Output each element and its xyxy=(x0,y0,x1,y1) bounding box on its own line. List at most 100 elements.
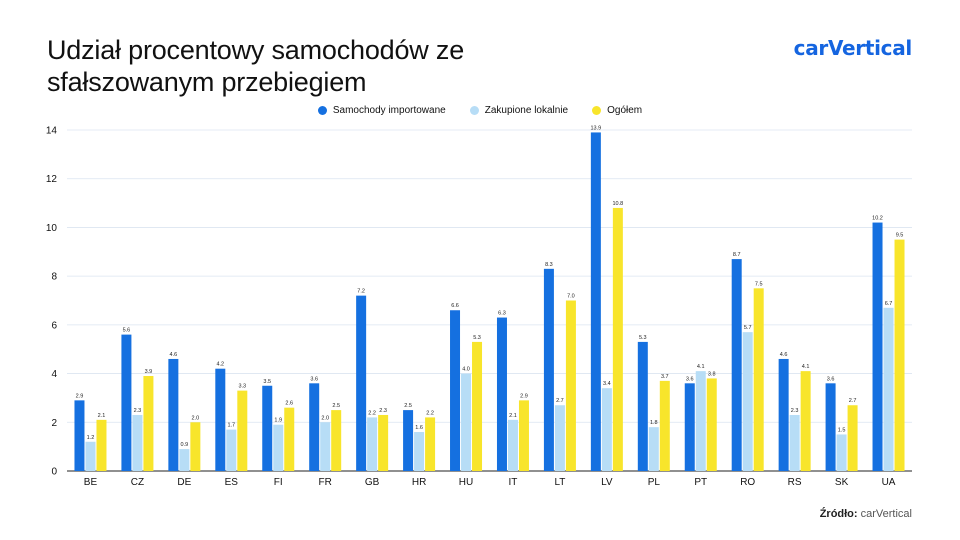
bar-lv-s2 xyxy=(612,207,623,471)
legend-dot-local xyxy=(469,106,479,115)
bar-sk-s2 xyxy=(847,405,858,471)
data-label-pt-s1: 4.1 xyxy=(697,364,705,370)
data-label-lt-s0: 8.3 xyxy=(545,262,553,268)
source-text: carVertical xyxy=(860,508,912,520)
x-tick-label-pt: PT xyxy=(694,477,707,488)
bar-hr-s1 xyxy=(414,432,425,471)
data-label-be-s0: 2.9 xyxy=(76,393,84,399)
legend-label-local: Zakupione lokalnie xyxy=(484,105,569,116)
chart-legend: Samochody importowane Zakupione lokalnie… xyxy=(0,105,960,116)
data-label-lt-s1: 2.7 xyxy=(556,398,564,404)
bar-fr-s1 xyxy=(320,422,331,471)
x-tick-label-be: BE xyxy=(84,477,98,488)
data-label-it-s2: 2.9 xyxy=(520,393,528,399)
data-label-ro-s2: 7.5 xyxy=(755,281,763,287)
data-label-it-s0: 6.3 xyxy=(498,311,506,317)
data-label-es-s2: 3.3 xyxy=(238,384,246,390)
data-label-fr-s0: 3.6 xyxy=(310,376,318,382)
data-label-pl-s2: 3.7 xyxy=(661,374,669,380)
data-label-ua-s2: 9.5 xyxy=(896,233,904,239)
bar-hr-s0 xyxy=(403,410,414,471)
data-label-it-s1: 2.1 xyxy=(509,413,517,419)
data-label-hr-s2: 2.2 xyxy=(426,410,434,416)
bar-lt-s1 xyxy=(554,405,565,471)
legend-dot-overall xyxy=(592,106,602,115)
bar-gb-s1 xyxy=(367,417,378,471)
data-label-ro-s0: 8.7 xyxy=(733,252,741,258)
bar-es-s1 xyxy=(226,429,237,471)
x-tick-label-pl: PL xyxy=(648,477,661,488)
data-label-gb-s1: 2.2 xyxy=(368,410,376,416)
page-title: Udział procentowy samochodów ze sfałszow… xyxy=(47,35,465,97)
bar-ua-s1 xyxy=(883,307,894,471)
data-label-rs-s2: 4.1 xyxy=(802,364,810,370)
data-label-gb-s0: 7.2 xyxy=(357,289,365,295)
data-label-pt-s2: 3.8 xyxy=(708,371,716,377)
x-tick-label-rs: RS xyxy=(788,477,802,488)
x-tick-label-sk: SK xyxy=(835,477,849,488)
data-label-de-s2: 2.0 xyxy=(192,415,200,421)
bar-cz-s0 xyxy=(121,334,132,471)
bar-lv-s1 xyxy=(601,388,612,471)
bar-pl-s0 xyxy=(637,341,648,471)
data-label-de-s1: 0.9 xyxy=(181,442,189,448)
bar-fr-s2 xyxy=(331,410,342,471)
bar-es-s2 xyxy=(237,390,248,471)
bar-gb-s0 xyxy=(356,295,367,471)
data-label-be-s1: 1.2 xyxy=(87,435,95,441)
data-label-lv-s0: 13.9 xyxy=(591,125,602,131)
data-label-ua-s0: 10.2 xyxy=(872,216,883,222)
data-label-gb-s2: 2.3 xyxy=(379,408,387,414)
bar-cz-s1 xyxy=(132,414,143,471)
bar-it-s2 xyxy=(518,400,529,471)
x-tick-label-lt: LT xyxy=(554,477,565,488)
data-label-es-s0: 4.2 xyxy=(216,362,224,368)
bar-gb-s2 xyxy=(378,414,389,471)
bar-ro-s2 xyxy=(753,288,764,471)
data-label-fr-s1: 2.0 xyxy=(321,415,329,421)
bar-hu-s2 xyxy=(472,341,483,471)
bar-lt-s0 xyxy=(543,268,554,471)
legend-dot-imported xyxy=(317,106,327,115)
x-tick-label-hr: HR xyxy=(412,477,426,488)
x-tick-label-de: DE xyxy=(177,477,191,488)
bar-pt-s2 xyxy=(706,378,717,471)
x-tick-label-gb: GB xyxy=(365,477,380,488)
bar-ro-s0 xyxy=(731,259,742,471)
bar-sk-s0 xyxy=(825,383,836,471)
y-tick-label-14: 14 xyxy=(46,126,58,137)
bar-fr-s0 xyxy=(309,383,320,471)
bar-it-s0 xyxy=(496,317,507,471)
bar-fi-s2 xyxy=(284,407,295,471)
data-label-fi-s1: 1.9 xyxy=(274,418,282,424)
x-tick-label-fr: FR xyxy=(319,477,332,488)
x-tick-label-fi: FI xyxy=(274,477,283,488)
x-tick-label-ro: RO xyxy=(740,477,755,488)
bar-rs-s1 xyxy=(789,414,800,471)
data-label-es-s1: 1.7 xyxy=(227,423,235,429)
bar-hr-s2 xyxy=(425,417,436,471)
legend-label-imported: Samochody importowane xyxy=(332,105,446,116)
x-tick-label-it: IT xyxy=(509,477,518,488)
data-label-fi-s2: 2.6 xyxy=(285,401,293,407)
bar-sk-s1 xyxy=(836,434,847,471)
x-tick-label-es: ES xyxy=(225,477,239,488)
bar-de-s1 xyxy=(179,449,190,471)
data-label-lt-s2: 7.0 xyxy=(567,294,575,300)
bar-rs-s0 xyxy=(778,358,789,471)
data-label-ua-s1: 6.7 xyxy=(885,301,893,307)
y-tick-label-0: 0 xyxy=(51,467,57,478)
bar-ro-s1 xyxy=(742,332,753,471)
data-label-hu-s0: 6.6 xyxy=(451,303,459,309)
data-label-pt-s0: 3.6 xyxy=(686,376,694,382)
bar-de-s0 xyxy=(168,358,179,471)
source-note: Źródło: carVertical xyxy=(820,508,912,520)
bar-be-s2 xyxy=(96,419,107,471)
bar-be-s0 xyxy=(74,400,85,471)
data-label-cz-s0: 5.6 xyxy=(123,328,131,334)
bar-es-s0 xyxy=(215,368,226,471)
data-label-sk-s1: 1.5 xyxy=(838,427,846,433)
data-label-cz-s1: 2.3 xyxy=(134,408,142,414)
data-label-rs-s1: 2.3 xyxy=(791,408,799,414)
